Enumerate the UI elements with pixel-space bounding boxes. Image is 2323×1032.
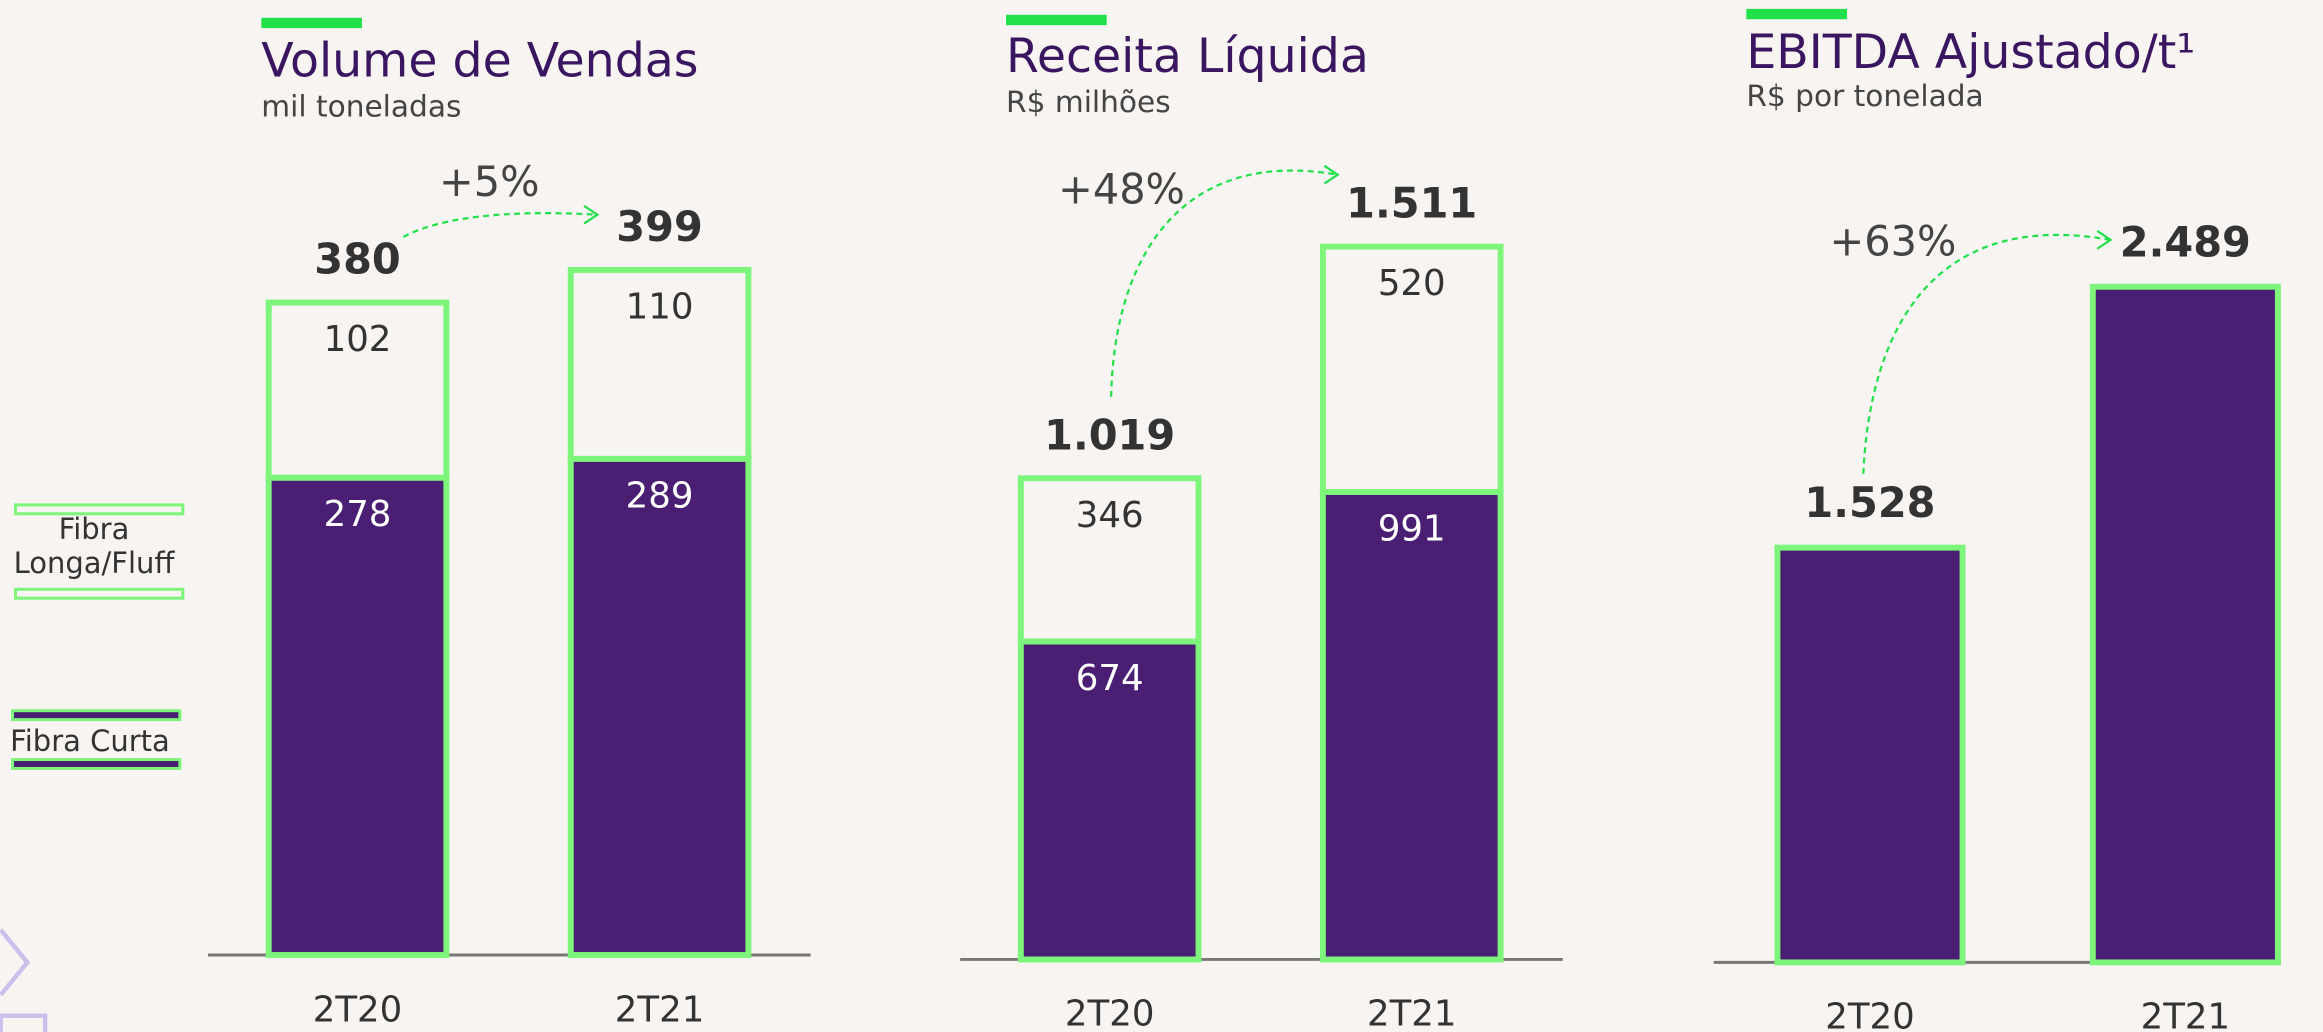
bar-segment [1017, 638, 1202, 963]
arrow-head [2096, 230, 2113, 250]
chart-title: Volume de Vendas [261, 34, 698, 89]
growth-annotation: +48% [1058, 165, 1185, 213]
growth-arrow [1862, 233, 2111, 474]
total-label: 1.019 [1044, 411, 1175, 459]
legend-swatch [14, 587, 185, 600]
chart-subtitle: R$ milhões [1006, 85, 1171, 119]
decoration [0, 928, 31, 997]
data-label: 346 [1076, 495, 1144, 536]
growth-annotation: +63% [1830, 217, 1957, 265]
x-tick-label: 2T21 [1367, 994, 1456, 1032]
x-tick-label: 2T20 [1825, 997, 1914, 1032]
bar-segment [265, 299, 450, 481]
bar-segment [2089, 283, 2281, 966]
bar-segment [1319, 243, 1504, 495]
data-label: 102 [324, 319, 392, 360]
bar-segment [567, 455, 752, 958]
legend-label: Fibra Curta [10, 724, 170, 758]
title-accent [1006, 14, 1107, 26]
bar-segment [265, 474, 450, 958]
decoration [0, 1013, 48, 1032]
growth-annotation: +5% [439, 158, 539, 206]
data-label: 278 [324, 494, 392, 535]
legend-swatch [11, 709, 182, 722]
chart-title: Receita Líquida [1006, 29, 1369, 84]
data-label: 991 [1378, 508, 1446, 549]
bar-segment [567, 267, 752, 462]
chart-title: EBITDA Ajustado/t¹ [1746, 25, 2195, 80]
chart-subtitle: R$ por tonelada [1746, 79, 1983, 113]
legend-label: Fibra Longa/Fluff [13, 512, 175, 580]
data-label: 674 [1076, 658, 1144, 699]
legend-swatch [11, 758, 182, 770]
title-accent [261, 17, 362, 29]
legend-swatch [14, 503, 185, 516]
title-accent [1746, 8, 1848, 20]
data-label: 289 [626, 475, 694, 516]
bar-segment [1017, 475, 1202, 645]
chart-subtitle: mil toneladas [261, 90, 461, 124]
growth-arrow [402, 212, 598, 238]
arrow-head [583, 204, 600, 225]
growth-arrow [1110, 169, 1338, 397]
data-label: 110 [626, 286, 694, 327]
x-tick-label: 2T21 [615, 989, 704, 1030]
x-tick-label: 2T21 [2141, 997, 2230, 1032]
total-label: 1.511 [1346, 180, 1477, 228]
arrow-head [1323, 164, 1340, 185]
total-label: 1.528 [1804, 479, 1935, 527]
bar-segment [1774, 544, 1966, 966]
data-label: 520 [1378, 263, 1446, 304]
total-label: 380 [314, 236, 401, 284]
x-tick-label: 2T20 [313, 989, 402, 1030]
x-tick-label: 2T20 [1065, 994, 1154, 1032]
total-label: 2.489 [2120, 218, 2251, 266]
total-label: 399 [616, 203, 703, 251]
bar-segment [1319, 488, 1504, 963]
